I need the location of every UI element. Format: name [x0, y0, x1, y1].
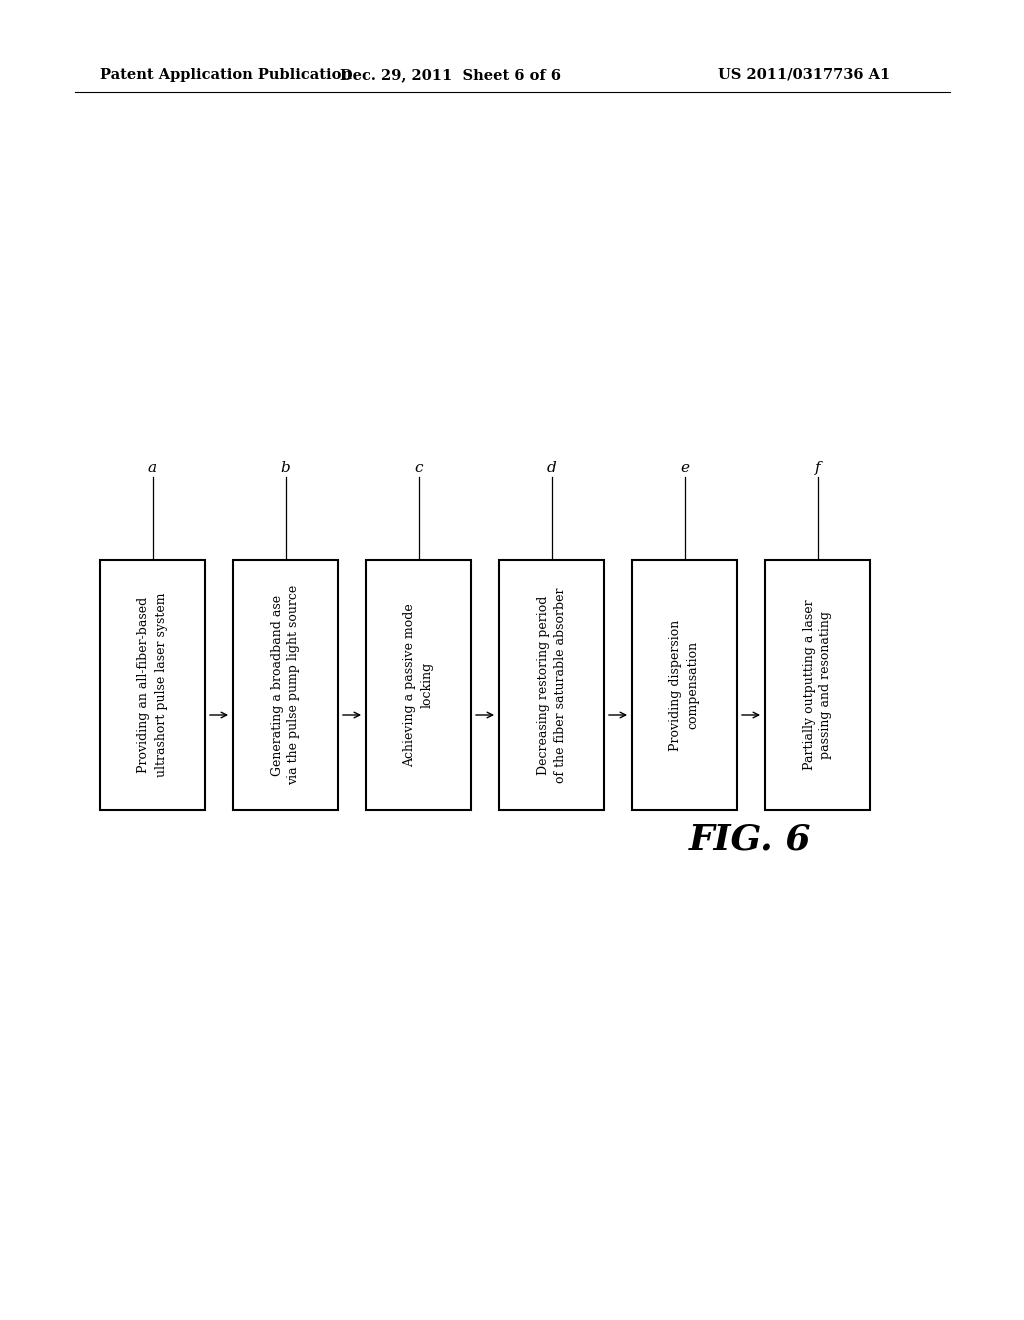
- Text: f: f: [815, 461, 820, 475]
- Text: Achieving a passive mode
locking: Achieving a passive mode locking: [403, 603, 433, 767]
- Bar: [499, 560, 604, 810]
- Text: a: a: [147, 461, 157, 475]
- Text: Decreasing restoring period
of the fiber saturable absorber: Decreasing restoring period of the fiber…: [537, 587, 566, 783]
- Text: Generating a broadband ase
via the pulse pump light source: Generating a broadband ase via the pulse…: [270, 585, 300, 785]
- Bar: [233, 560, 338, 810]
- Text: US 2011/0317736 A1: US 2011/0317736 A1: [718, 69, 890, 82]
- Bar: [632, 560, 737, 810]
- Bar: [765, 560, 870, 810]
- Text: Partially outputting a laser
passing and resonating: Partially outputting a laser passing and…: [803, 599, 833, 771]
- Text: b: b: [281, 461, 291, 475]
- Text: Providing dispersion
compensation: Providing dispersion compensation: [670, 619, 699, 751]
- Text: Providing an all-fiber-based
ultrashort pulse laser system: Providing an all-fiber-based ultrashort …: [137, 593, 168, 777]
- Text: Dec. 29, 2011  Sheet 6 of 6: Dec. 29, 2011 Sheet 6 of 6: [340, 69, 560, 82]
- Text: Patent Application Publication: Patent Application Publication: [100, 69, 352, 82]
- Text: e: e: [680, 461, 689, 475]
- Text: FIG. 6: FIG. 6: [689, 822, 811, 857]
- Bar: [100, 560, 205, 810]
- Text: c: c: [415, 461, 423, 475]
- Text: d: d: [547, 461, 556, 475]
- Bar: [366, 560, 471, 810]
